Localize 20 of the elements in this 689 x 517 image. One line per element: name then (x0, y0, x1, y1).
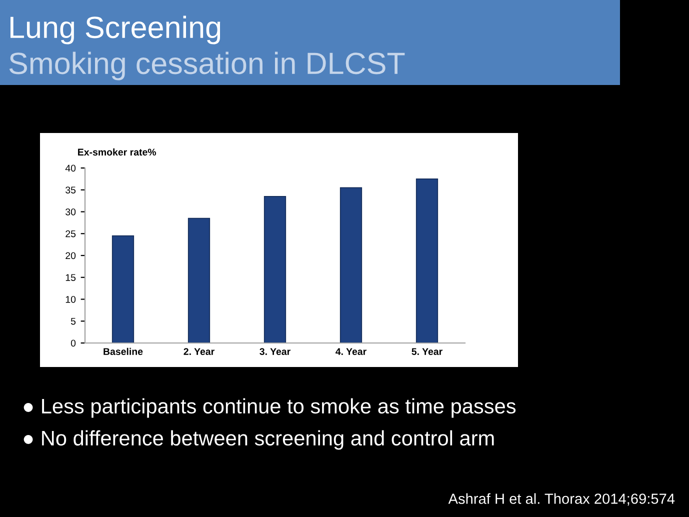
y-tick-label: 40 (65, 164, 76, 172)
chart-subtitle: Smoking cessation in DLCST (9, 52, 405, 80)
y-tick-label: 0 (70, 340, 76, 347)
text: ● No difference between screening and control arm (24, 430, 494, 450)
y-axis-title: Ex-smoker rate% (78, 148, 156, 156)
y-tick-label: 15 (66, 274, 76, 281)
y-tick-label: 25 (66, 230, 76, 238)
chart-title: Lung Screening (10, 16, 220, 44)
text: Ashraf H et al. Thorax 2014;69:574 (448, 493, 675, 506)
y-tick-label: 35 (66, 186, 76, 194)
y-tick-label: 30 (66, 208, 76, 216)
y-tick-label: 20 (66, 252, 76, 260)
y-tick-label: 5 (70, 318, 76, 325)
text: ● Less participants continue to smoke as time passes (24, 398, 516, 418)
x-tick-label: Baseline (104, 348, 143, 355)
x-tick-label: 5. Year (412, 348, 442, 355)
x-tick-label: 3. Year (260, 348, 290, 356)
y-tick-label: 10 (66, 296, 76, 303)
x-tick-label: 2. Year (184, 348, 214, 355)
x-tick-label: 4. Year (336, 348, 366, 355)
